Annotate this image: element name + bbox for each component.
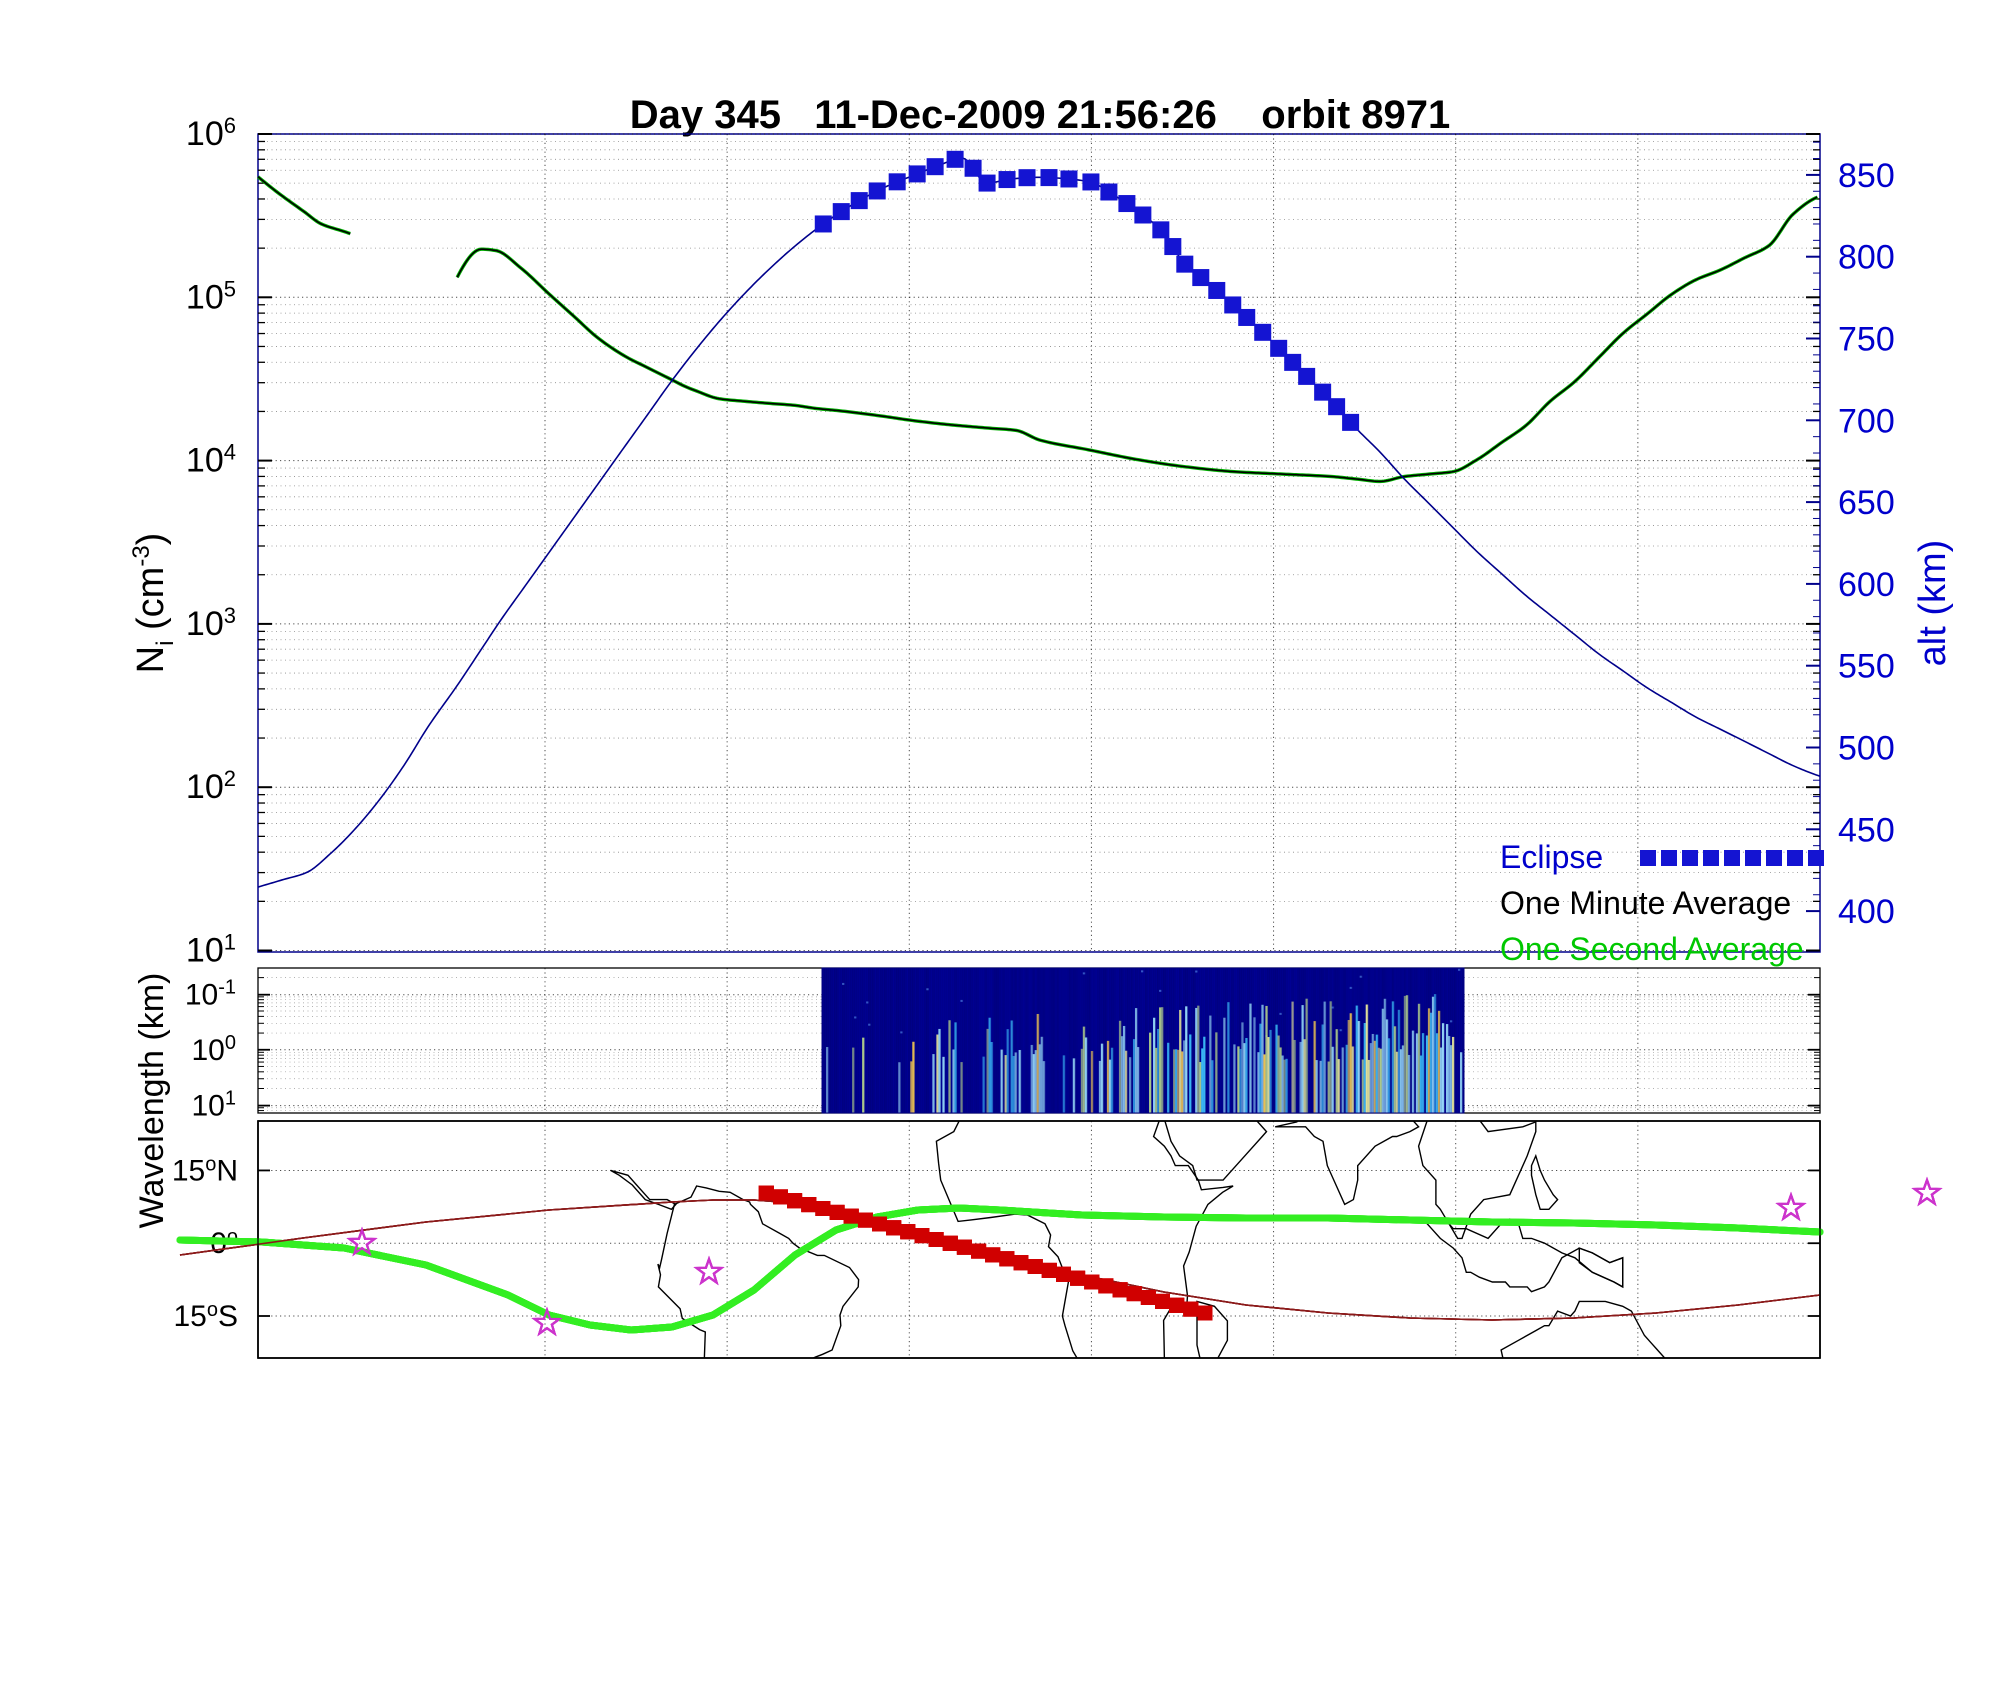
svg-text:15oS: 15oS <box>173 1299 238 1333</box>
svg-text:450: 450 <box>1838 811 1895 849</box>
svg-text:alt (km): alt (km) <box>1912 540 1954 667</box>
svg-text:500: 500 <box>1838 730 1895 768</box>
svg-text:750: 750 <box>1838 321 1895 359</box>
svg-text:650: 650 <box>1838 484 1895 522</box>
svg-text:One Second Average: One Second Average <box>1500 931 1804 967</box>
svg-text:600: 600 <box>1838 566 1895 604</box>
svg-text:400: 400 <box>1838 893 1895 931</box>
svg-text:850: 850 <box>1838 157 1895 195</box>
svg-text:800: 800 <box>1838 239 1895 277</box>
svg-text:Wavelength (km): Wavelength (km) <box>133 973 171 1229</box>
svg-text:Eclipse: Eclipse <box>1500 839 1603 875</box>
svg-text:Day 345 11-Dec-2009 21:56:26: Day 345 11-Dec-2009 21:56:26 orbit 8971 <box>630 93 1451 137</box>
svg-text:550: 550 <box>1838 648 1895 686</box>
svg-text:700: 700 <box>1838 402 1895 440</box>
svg-text:15oN: 15oN <box>172 1153 238 1187</box>
svg-text:One Minute Average: One Minute Average <box>1500 885 1791 921</box>
